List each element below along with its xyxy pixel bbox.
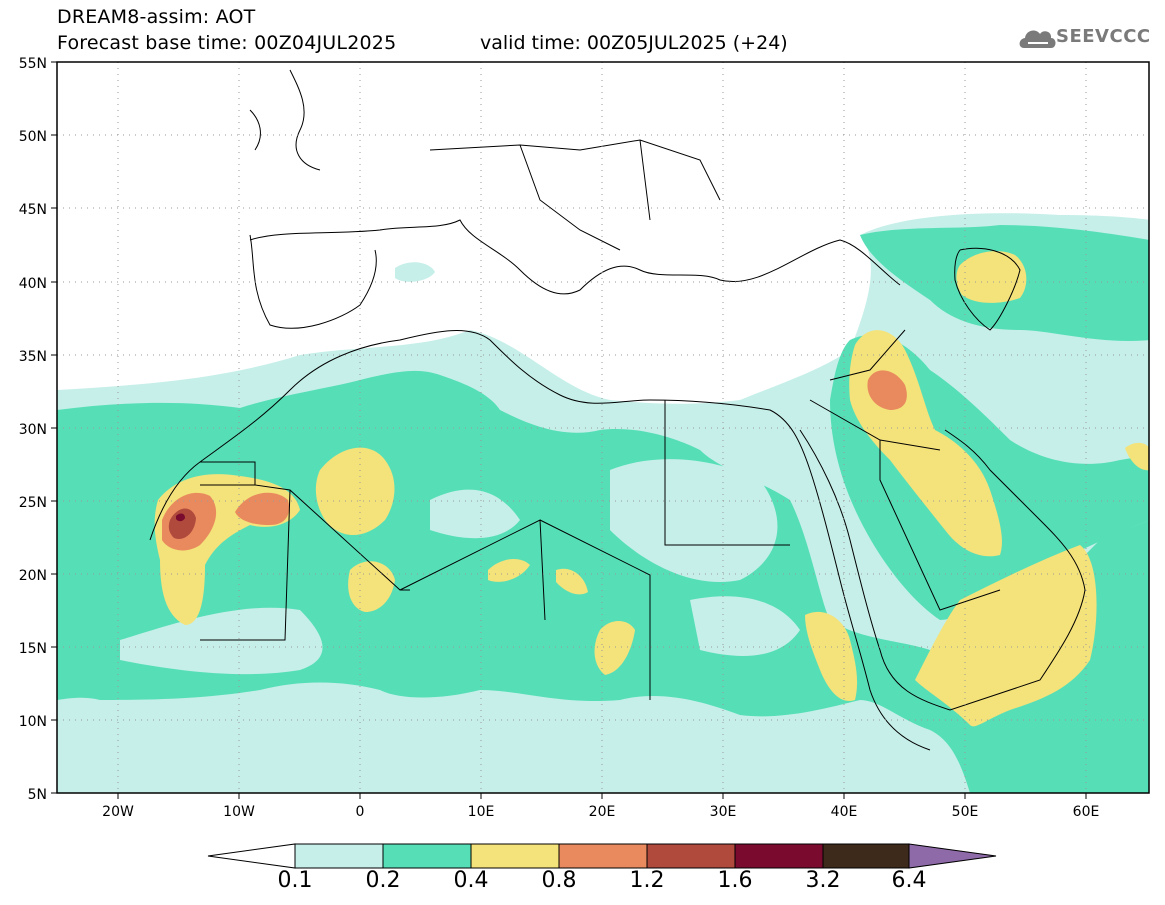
lon-label: 20W bbox=[102, 804, 134, 820]
aot-0-4-gulf bbox=[1125, 443, 1149, 471]
seevccc-logo bbox=[1019, 30, 1056, 48]
map-title: DREAM8-assim: AOT bbox=[57, 6, 256, 28]
lat-label: 5N bbox=[28, 787, 47, 803]
aot-0-4-caspian bbox=[956, 251, 1027, 303]
border-arabia bbox=[809, 329, 1001, 611]
colorbar-label: 0.8 bbox=[541, 868, 577, 893]
lon-labels: 20W 10W 0 10E 20E 30E 40E 50E 60E bbox=[102, 804, 1099, 820]
aot-0-4-mali bbox=[348, 561, 395, 612]
colorbar-over-arrow bbox=[908, 843, 997, 869]
lon-label: 30E bbox=[710, 804, 737, 820]
colorbar-label: 3.2 bbox=[805, 868, 841, 893]
aot-field bbox=[57, 213, 1149, 793]
colorbar-label: 0.4 bbox=[453, 868, 489, 893]
lon-label: 10E bbox=[468, 804, 495, 820]
lon-label: 0 bbox=[356, 804, 365, 820]
coast-caspian bbox=[954, 247, 1021, 331]
aot-1-2-core bbox=[168, 508, 196, 539]
lat-label: 25N bbox=[19, 495, 47, 511]
lon-label: 60E bbox=[1073, 804, 1100, 820]
border-balkans bbox=[429, 139, 721, 251]
lat-label: 15N bbox=[19, 641, 47, 657]
lat-label: 35N bbox=[19, 349, 47, 365]
colorbar-label: 1.2 bbox=[629, 868, 665, 893]
aot-0-8-iraq bbox=[867, 370, 907, 410]
border-sahara bbox=[200, 400, 790, 700]
coast-arabia bbox=[799, 429, 1086, 711]
coast-europe bbox=[249, 219, 901, 295]
lat-label: 20N bbox=[19, 568, 47, 584]
aot-0-4-eritrea bbox=[805, 611, 858, 701]
aot-0-4-algeria bbox=[315, 447, 395, 535]
logo-text: SEEVCCC bbox=[1056, 26, 1151, 47]
colorbar-swatch bbox=[294, 843, 384, 869]
lon-label: 40E bbox=[831, 804, 858, 820]
aot-0-2-holes bbox=[120, 459, 800, 675]
coast-iberia bbox=[249, 234, 377, 329]
aot-0-4-chad bbox=[594, 621, 635, 675]
lon-label: 50E bbox=[952, 804, 979, 820]
lat-labels: 55N 50N 45N 40N 35N 30N 25N 20N 15N 10N … bbox=[19, 56, 47, 803]
valid-time: valid time: 00Z05JUL2025 (+24) bbox=[480, 32, 788, 54]
lat-label: 50N bbox=[19, 129, 47, 145]
coast-n-africa bbox=[149, 330, 931, 751]
aot-0-4-oman bbox=[915, 545, 1097, 727]
aot-0-8-mauritania bbox=[235, 492, 290, 525]
colorbar-swatch bbox=[470, 843, 560, 869]
colorbar bbox=[207, 843, 997, 869]
lat-label: 45N bbox=[19, 202, 47, 218]
cloud-icon bbox=[1019, 30, 1056, 48]
lon-label: 20E bbox=[589, 804, 616, 820]
aot-0-4-niger bbox=[488, 558, 588, 595]
forecast-base-time: Forecast base time: 00Z04JUL2025 bbox=[57, 32, 397, 54]
aot-0-1-patch-italy bbox=[395, 262, 435, 282]
colorbar-label: 1.6 bbox=[717, 868, 753, 893]
lat-label: 55N bbox=[19, 56, 47, 72]
aot-1-6-core bbox=[176, 513, 185, 522]
map-grid bbox=[57, 62, 1149, 793]
colorbar-swatch bbox=[734, 843, 824, 869]
colorbar-under-arrow bbox=[207, 843, 296, 869]
lat-label: 40N bbox=[19, 276, 47, 292]
colorbar-swatch bbox=[646, 843, 736, 869]
colorbar-swatch bbox=[558, 843, 648, 869]
colorbar-label: 0.1 bbox=[277, 868, 313, 893]
colorbar-label: 0.2 bbox=[365, 868, 401, 893]
axis-ticks bbox=[51, 61, 1087, 799]
lat-label: 10N bbox=[19, 714, 47, 730]
coastlines bbox=[149, 69, 1086, 751]
coast-uk bbox=[249, 69, 321, 171]
colorbar-swatch bbox=[382, 843, 472, 869]
lon-label: 10W bbox=[223, 804, 255, 820]
lat-label: 30N bbox=[19, 422, 47, 438]
colorbar-swatch bbox=[822, 843, 910, 869]
colorbar-label: 6.4 bbox=[891, 868, 927, 893]
